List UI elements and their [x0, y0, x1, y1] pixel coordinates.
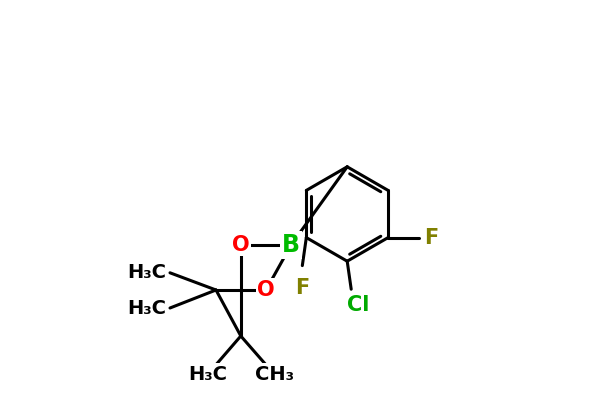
Text: O: O — [257, 280, 275, 300]
Text: B: B — [282, 233, 300, 257]
Text: F: F — [295, 278, 310, 298]
Text: Cl: Cl — [347, 295, 370, 315]
Text: CH₃: CH₃ — [254, 364, 293, 384]
Text: O: O — [232, 235, 250, 255]
Text: H₃C: H₃C — [127, 298, 166, 318]
Text: H₃C: H₃C — [127, 263, 166, 282]
Text: F: F — [424, 228, 439, 248]
Text: H₃C: H₃C — [188, 364, 227, 384]
